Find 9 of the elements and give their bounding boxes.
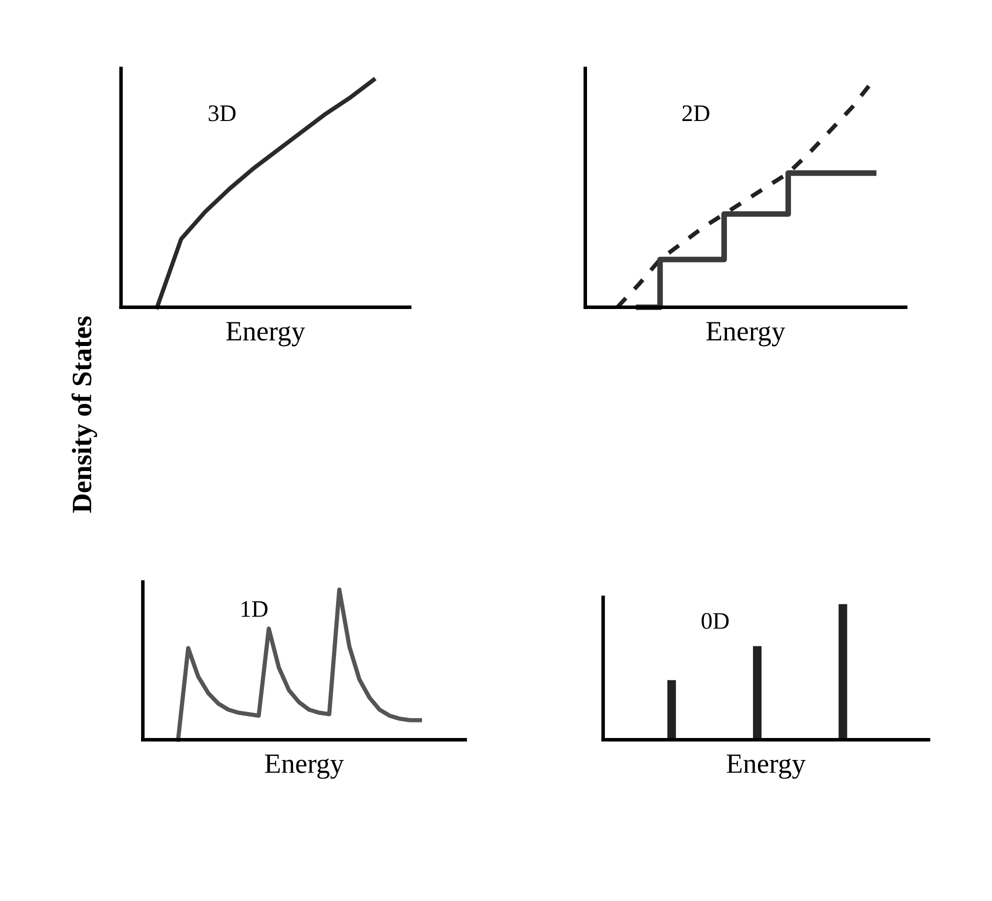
x-axis-title: Energy (264, 754, 344, 779)
y-axis-title: Density of States (72, 316, 98, 513)
annotation: 3D (208, 105, 236, 122)
x-axis-title: Energy (226, 322, 306, 346)
annotation: 0D (702, 612, 729, 629)
annotation: 1D (242, 601, 268, 617)
annotation: 2D (682, 105, 710, 122)
x-axis-title: Energy (726, 754, 806, 779)
x-axis-title: Energy (706, 322, 786, 346)
